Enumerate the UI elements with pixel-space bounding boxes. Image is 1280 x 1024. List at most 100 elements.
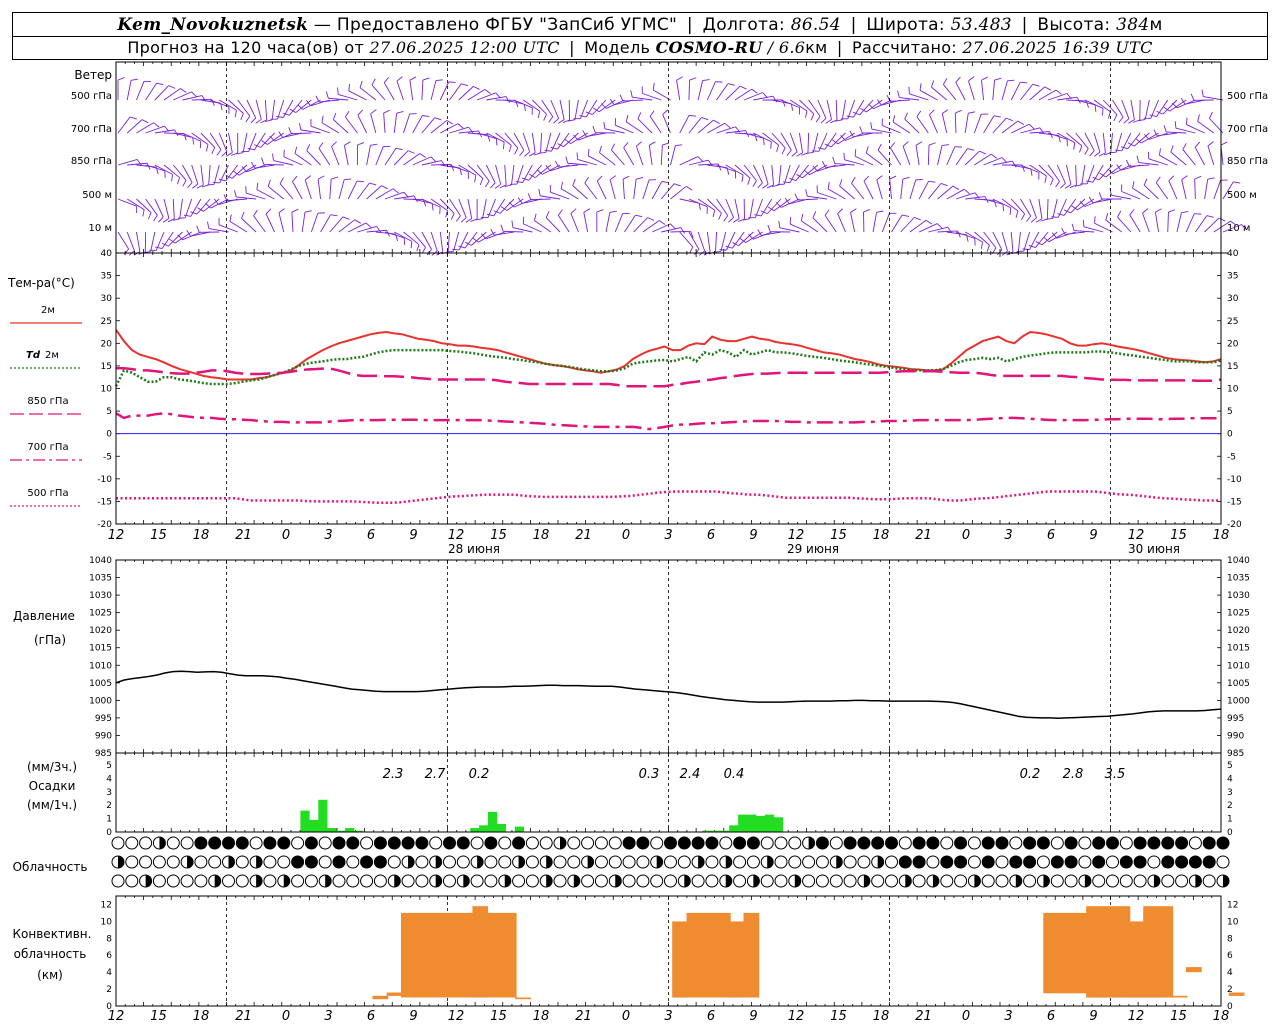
cloud-cover-symbol (608, 855, 622, 869)
cloud-cover-symbol (981, 836, 995, 850)
wind-barb-flag (515, 100, 519, 108)
wind-barb-staff (779, 227, 800, 233)
cloud-cover-symbol (650, 836, 664, 850)
cloud-cover-symbol (954, 836, 968, 850)
wind-barb-staff (494, 231, 515, 236)
wind-barb-flag (499, 184, 507, 189)
cloud-cover-fill (256, 875, 263, 887)
wind-barb-staff (652, 89, 671, 101)
wind-barb-flag (1045, 218, 1053, 220)
wind-barb-flag (495, 138, 498, 146)
wind-barb-staff (403, 113, 411, 134)
wind-barb-staff (1156, 99, 1169, 117)
wind-barb-flag (925, 219, 933, 225)
cloud-cover-symbol (1119, 874, 1133, 888)
wind-barb-flag (176, 177, 181, 185)
wind-barb-staff (126, 231, 135, 251)
wind-barb-staff (790, 223, 809, 233)
wind-barb-flag (1171, 102, 1178, 109)
hour-label: 18 (193, 528, 210, 543)
wind-barb-flag (279, 177, 284, 184)
wind-barb-staff (219, 99, 237, 111)
wind-barb-flag (422, 77, 430, 81)
wind-barb-staff (1048, 231, 1067, 243)
wind-barb-staff (210, 198, 229, 209)
wind-barb-flag (1208, 111, 1213, 119)
wind-barb-flag (545, 211, 550, 218)
cloud-cover-symbol (733, 855, 747, 869)
wind-barb-staff (558, 164, 579, 168)
wind-barb-flag (661, 181, 669, 183)
wind-barb-flag (221, 151, 228, 157)
wind-barb-flag (306, 144, 311, 151)
model-res-unit: км (805, 38, 828, 57)
wind-barb-flag (747, 177, 751, 185)
wind-barb-flag (213, 198, 219, 205)
wind-barb-flag (603, 121, 606, 129)
wind-barb-staff (366, 145, 371, 166)
wind-barb-flag (1149, 114, 1157, 118)
cloud-cover-symbol (208, 855, 222, 869)
wind-barb-staff (964, 113, 969, 134)
cloud-cover-symbol (926, 855, 940, 869)
temp-y-tick-left: 0 (106, 430, 112, 440)
cloud-cover-symbol (581, 874, 595, 888)
wind-barb-staff (464, 231, 478, 249)
wind-barb-staff (550, 99, 560, 119)
wind-barb-staff (1204, 179, 1209, 200)
wind-barb-staff (877, 149, 892, 166)
cloud-cover-symbol (843, 836, 857, 850)
wind-barb-flag (565, 156, 569, 164)
cloud-cover-symbol (318, 836, 332, 850)
cloud-cover-symbol (484, 874, 498, 888)
temp-y-tick-right: 25 (1227, 317, 1238, 327)
wind-barb-staff (1093, 99, 1111, 113)
wind-barb-staff (182, 164, 193, 183)
wind-barb-flag (963, 188, 970, 195)
wind-barb-staff (1102, 99, 1118, 115)
wind-barb-staff (762, 164, 769, 185)
cloud-cover-symbol (1078, 855, 1092, 869)
hour-label: 3 (1004, 528, 1012, 543)
cloud-cover-fill (753, 875, 760, 887)
convective-cloud-bar (672, 921, 688, 998)
wind-barb-staff (421, 198, 441, 208)
wind-barb-flag (1201, 89, 1204, 97)
wind-barb-staff (236, 196, 257, 200)
wind-barb-staff (1066, 164, 1072, 185)
hour-label-bottom: 3 (664, 1009, 672, 1024)
alt-label: Высота: (1037, 15, 1111, 35)
precip-bar (702, 830, 712, 832)
wind-barb-staff (1105, 219, 1122, 233)
temp-y-tick-right: 15 (1227, 362, 1238, 372)
wind-barb-staff (570, 213, 579, 233)
cloud-cover-fill (794, 875, 801, 887)
wind-barb-staff (295, 99, 312, 113)
cloud-cover-symbol (1161, 855, 1175, 869)
wind-barb-staff (716, 126, 736, 134)
wind-barb-flag (860, 107, 867, 113)
wind-barb-flag (1163, 106, 1170, 112)
wind-barb-staff (1052, 198, 1058, 219)
wind-barb-staff (599, 152, 616, 166)
wind-barb-flag (265, 119, 273, 122)
wind-barb-flag (596, 175, 603, 182)
wind-barb-staff (992, 80, 995, 101)
wind-barb-flag (267, 179, 271, 187)
wind-barb-staff (964, 231, 983, 243)
temp-series-line-2 (116, 366, 1222, 388)
cloud-cover-symbol (954, 874, 968, 888)
wind-barb-staff (817, 99, 827, 119)
cloud-cover-symbol (401, 874, 415, 888)
cloud-cover-symbol (194, 874, 208, 888)
wind-barb-staff (580, 99, 589, 119)
cloud-cover-symbol (760, 836, 774, 850)
wind-barb-flag (825, 119, 832, 124)
wind-barb-staff (154, 85, 170, 101)
wind-barb-flag (190, 211, 198, 215)
wind-barb-staff (567, 162, 588, 166)
wind-barb-flag (599, 145, 602, 153)
cloud-cover-symbol (111, 836, 125, 850)
precip-y-tick-left: 0 (106, 828, 112, 838)
hour-label-bottom: 12 (1128, 1009, 1145, 1024)
